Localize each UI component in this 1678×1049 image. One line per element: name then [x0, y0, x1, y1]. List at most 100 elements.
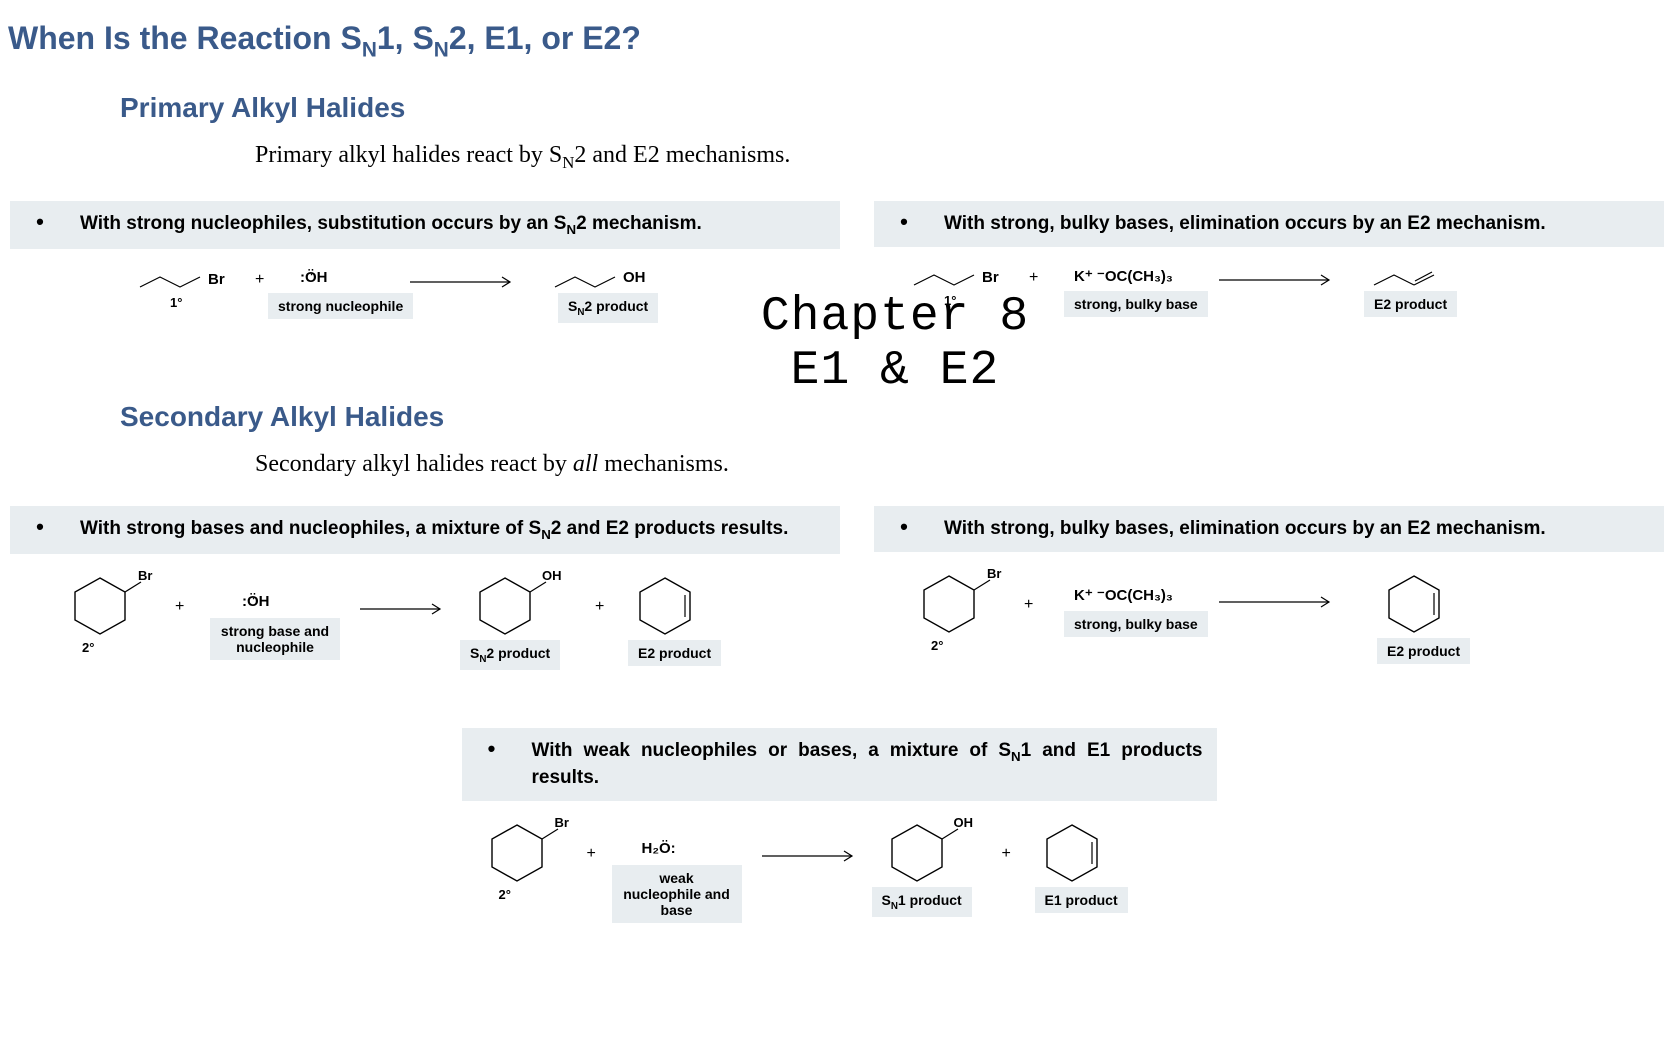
secondary-right-bullet: • With strong, bulky bases, elimination … [874, 506, 1664, 552]
r2-degree: 1° [944, 293, 956, 308]
r1-arrow-icon [410, 276, 520, 288]
r5-plus2: + [1002, 845, 1011, 863]
secondary-left-bullet-text: With strong bases and nucleophiles, a mi… [80, 516, 826, 544]
primary-right-col: • With strong, bulky bases, elimination … [874, 201, 1664, 361]
r1-plus: + [255, 271, 264, 289]
r4-plus: + [1024, 596, 1033, 614]
secondary-left-col: • With strong bases and nucleophiles, a … [10, 506, 840, 688]
primary-row: • With strong nucleophiles, substitution… [0, 201, 1678, 361]
r1-dots: ‥ [310, 267, 316, 278]
r1-prod-b: 2 product [584, 298, 648, 314]
title-subn2: N [434, 38, 449, 61]
r3-plus: + [175, 598, 184, 616]
title-part1: When Is the Reaction S [8, 20, 362, 56]
cyclohexyl-br-3 [482, 815, 562, 895]
title-subn1: N [362, 38, 377, 61]
reaction-2: Br 1° + K⁺ ⁻OC(CH₃)₃ strong, bulky base … [874, 259, 1664, 359]
primary-right-bullet-text: With strong, bulky bases, elimination oc… [944, 211, 1650, 237]
r1-oh: OH [623, 269, 646, 286]
r5-br: Br [555, 815, 569, 830]
primary-intro-subn: N [562, 153, 574, 172]
r5-p1-a: S [882, 892, 891, 908]
primary-right-bullet: • With strong, bulky bases, elimination … [874, 201, 1664, 247]
r4-degree: 2° [931, 638, 943, 653]
r5-oh: OH [954, 815, 974, 830]
cyclohexanol [470, 568, 550, 648]
r4-product-label: E2 product [1377, 638, 1470, 664]
secondary-row: • With strong bases and nucleophiles, a … [0, 506, 1678, 688]
r3-p1-a: S [470, 645, 479, 661]
r5-degree: 2° [499, 887, 511, 902]
secondary-left-bullet-subn: N [541, 527, 551, 542]
r5-p1-b: 1 product [898, 892, 962, 908]
primary-left-bullet-subn: N [566, 222, 576, 237]
r3-p1-b: 2 product [486, 645, 550, 661]
reaction-5: Br 2° + H₂Ö: weak nucleophile and base O… [462, 815, 1217, 945]
r3-p1-label: SN2 product [460, 640, 560, 670]
r5-arrow-icon [762, 850, 862, 862]
secondary-intro: Secondary alkyl halides react by all mec… [255, 451, 1678, 478]
cyclohexene [630, 568, 710, 648]
cyclohexanol-2 [882, 815, 962, 895]
r1-prod-a: S [568, 298, 577, 314]
r3-dots: ‥ [252, 591, 258, 602]
primary-intro-b: 2 and E2 mechanisms. [574, 142, 790, 168]
primary-left-bullet-b: 2 mechanism. [576, 213, 702, 234]
secondary-center-bullet-text: With weak nucleophiles or bases, a mixtu… [532, 738, 1203, 791]
primary-left-col: • With strong nucleophiles, substitution… [10, 201, 840, 361]
r4-reagent-label: strong, bulky base [1064, 611, 1208, 637]
page-title: When Is the Reaction SN1, SN2, E1, or E2… [8, 20, 1678, 62]
r2-product-label: E2 product [1364, 291, 1457, 317]
secondary-intro-b: mechanisms. [598, 451, 729, 477]
secondary-center-block: • With weak nucleophiles or bases, a mix… [462, 728, 1217, 945]
r4-br: Br [987, 566, 1001, 581]
r3-arrow-icon [360, 603, 450, 615]
r5-p1-label: SN1 product [872, 887, 972, 917]
title-part3: 2, E1, or E2? [449, 20, 641, 56]
secondary-right-bullet-text: With strong, bulky bases, elimination oc… [944, 516, 1650, 542]
secondary-left-bullet-b: 2 and E2 products results. [551, 518, 789, 539]
title-part2: 1, S [377, 20, 434, 56]
bullet-dot-icon: • [884, 516, 924, 538]
r3-degree: 2° [82, 640, 94, 655]
cyclohexene-3 [1037, 815, 1117, 895]
r3-br: Br [138, 568, 152, 583]
bullet-dot-icon: • [20, 516, 60, 538]
r2-reagent-label: strong, bulky base [1064, 291, 1208, 317]
r3-oh: OH [542, 568, 562, 583]
r5-p2-label: E1 product [1035, 887, 1128, 913]
r4-reagent: K⁺ ⁻OC(CH₃)₃ [1074, 586, 1173, 604]
secondary-center-bullet-subn: N [1011, 748, 1021, 763]
r1-reagent-label: strong nucleophile [268, 293, 413, 319]
bullet-dot-icon: • [20, 211, 60, 233]
bullet-dot-icon: • [472, 738, 512, 760]
r2-arrow-icon [1219, 274, 1339, 286]
r2-br: Br [982, 269, 999, 286]
secondary-intro-a: Secondary alkyl halides react by [255, 451, 573, 477]
primary-left-bullet-a: With strong nucleophiles, substitution o… [80, 213, 566, 234]
primary-left-bullet: • With strong nucleophiles, substitution… [10, 201, 840, 249]
secondary-center-bullet: • With weak nucleophiles or bases, a mix… [462, 728, 1217, 801]
secondary-left-bullet-a: With strong bases and nucleophiles, a mi… [80, 518, 541, 539]
secondary-center-bullet-a: With weak nucleophiles or bases, a mixtu… [532, 740, 1012, 761]
reaction-3: Br 2° + :ÖH ‥ strong base and nucleophil… [10, 568, 840, 688]
bullet-dot-icon: • [884, 211, 924, 233]
r5-reagent-label: weak nucleophile and base [612, 865, 742, 923]
r1-product-label: SN2 product [558, 293, 658, 323]
cyclohexyl-br [65, 568, 145, 648]
secondary-right-col: • With strong, bulky bases, elimination … [874, 506, 1664, 688]
primary-intro: Primary alkyl halides react by SN2 and E… [255, 142, 1678, 173]
reaction-4: Br 2° + K⁺ ⁻OC(CH₃)₃ strong, bulky base … [874, 566, 1664, 686]
reaction-1: Br 1° + :ÖH ‥ strong nucleophile OH SN2 … [10, 261, 840, 361]
secondary-heading: Secondary Alkyl Halides [120, 401, 1678, 433]
r2-reagent: K⁺ ⁻OC(CH₃)₃ [1074, 267, 1173, 285]
r1-degree: 1° [170, 295, 182, 310]
r3-plus2: + [595, 598, 604, 616]
primary-intro-a: Primary alkyl halides react by S [255, 142, 562, 168]
primary-left-bullet-text: With strong nucleophiles, substitution o… [80, 211, 826, 239]
r5-p1-subn: N [891, 901, 898, 912]
r2-plus: + [1029, 269, 1038, 287]
r4-arrow-icon [1219, 596, 1339, 608]
primary-heading: Primary Alkyl Halides [120, 92, 1678, 124]
r1-br: Br [208, 271, 225, 288]
